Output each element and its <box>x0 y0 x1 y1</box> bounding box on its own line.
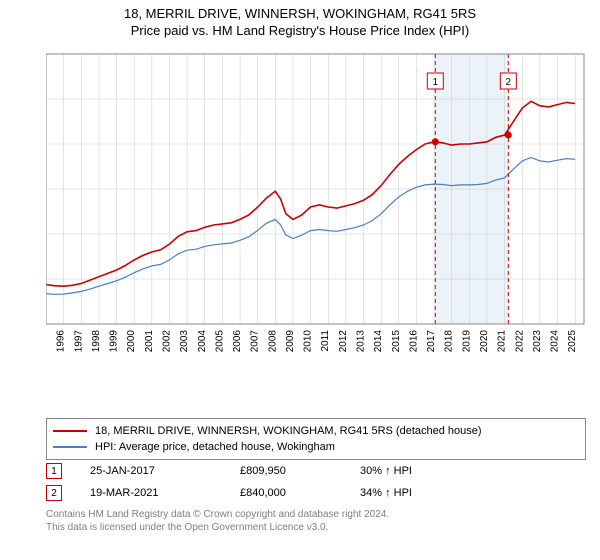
svg-text:2008: 2008 <box>267 330 278 353</box>
svg-text:2018: 2018 <box>444 330 455 353</box>
svg-text:2002: 2002 <box>161 330 172 353</box>
svg-text:2019: 2019 <box>461 330 472 353</box>
svg-text:2009: 2009 <box>285 330 296 353</box>
legend-label: 18, MERRIL DRIVE, WINNERSH, WOKINGHAM, R… <box>95 425 482 437</box>
sale-marker-num: 2 <box>51 488 57 499</box>
price-chart: £0£200K£400K£600K£800K£1M£1.2M1219951996… <box>46 50 586 380</box>
sales-table: 1 25-JAN-2017 £809,950 30% ↑ HPI 2 19-MA… <box>46 460 586 504</box>
svg-text:2013: 2013 <box>356 330 367 353</box>
footer: Contains HM Land Registry data © Crown c… <box>46 508 389 534</box>
footer-line1: Contains HM Land Registry data © Crown c… <box>46 508 389 521</box>
sale-date: 19-MAR-2021 <box>90 487 240 499</box>
svg-text:2004: 2004 <box>197 330 208 353</box>
legend-row-property: 18, MERRIL DRIVE, WINNERSH, WOKINGHAM, R… <box>53 423 579 439</box>
svg-text:2024: 2024 <box>550 330 561 353</box>
svg-text:2020: 2020 <box>479 330 490 353</box>
svg-text:2005: 2005 <box>214 330 225 353</box>
svg-text:1: 1 <box>433 77 439 88</box>
svg-text:1998: 1998 <box>91 330 102 353</box>
footer-line2: This data is licensed under the Open Gov… <box>46 521 389 534</box>
svg-text:1999: 1999 <box>109 330 120 353</box>
svg-text:2001: 2001 <box>144 330 155 353</box>
svg-text:2014: 2014 <box>373 330 384 353</box>
svg-text:2012: 2012 <box>338 330 349 353</box>
legend: 18, MERRIL DRIVE, WINNERSH, WOKINGHAM, R… <box>46 418 586 460</box>
svg-text:2000: 2000 <box>126 330 137 353</box>
svg-text:1997: 1997 <box>73 330 84 353</box>
svg-text:2: 2 <box>506 77 512 88</box>
title-main: 18, MERRIL DRIVE, WINNERSH, WOKINGHAM, R… <box>0 6 600 21</box>
svg-text:1995: 1995 <box>46 330 49 353</box>
sale-marker-2: 2 <box>46 485 62 501</box>
svg-text:1996: 1996 <box>56 330 67 353</box>
legend-row-hpi: HPI: Average price, detached house, Woki… <box>53 439 579 455</box>
sale-pct: 30% ↑ HPI <box>360 465 480 477</box>
title-block: 18, MERRIL DRIVE, WINNERSH, WOKINGHAM, R… <box>0 0 600 38</box>
svg-text:2015: 2015 <box>391 330 402 353</box>
svg-text:2010: 2010 <box>303 330 314 353</box>
sale-marker-num: 1 <box>51 466 57 477</box>
svg-text:2017: 2017 <box>426 330 437 353</box>
svg-text:2011: 2011 <box>320 330 331 352</box>
svg-text:2003: 2003 <box>179 330 190 353</box>
sale-row-2: 2 19-MAR-2021 £840,000 34% ↑ HPI <box>46 482 586 504</box>
sale-price: £840,000 <box>240 487 360 499</box>
svg-text:2022: 2022 <box>514 330 525 353</box>
svg-text:2007: 2007 <box>250 330 261 353</box>
sale-pct: 34% ↑ HPI <box>360 487 480 499</box>
legend-swatch <box>53 446 87 448</box>
svg-text:2021: 2021 <box>497 330 508 353</box>
sale-date: 25-JAN-2017 <box>90 465 240 477</box>
legend-swatch <box>53 430 87 432</box>
svg-text:2023: 2023 <box>532 330 543 353</box>
sale-row-1: 1 25-JAN-2017 £809,950 30% ↑ HPI <box>46 460 586 482</box>
title-sub: Price paid vs. HM Land Registry's House … <box>0 23 600 38</box>
legend-label: HPI: Average price, detached house, Woki… <box>95 441 335 453</box>
sale-price: £809,950 <box>240 465 360 477</box>
sale-marker-1: 1 <box>46 463 62 479</box>
chart-container: 18, MERRIL DRIVE, WINNERSH, WOKINGHAM, R… <box>0 0 600 560</box>
svg-text:2025: 2025 <box>567 330 578 353</box>
svg-text:2006: 2006 <box>232 330 243 353</box>
svg-text:2016: 2016 <box>408 330 419 353</box>
